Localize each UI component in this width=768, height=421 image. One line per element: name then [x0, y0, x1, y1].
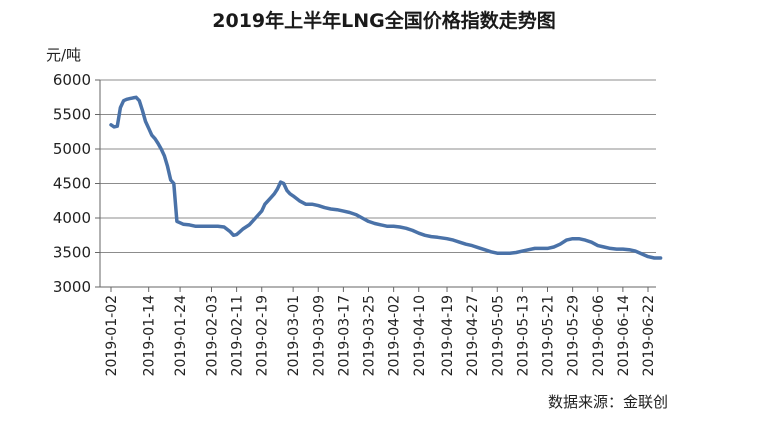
x-tick-label: 2019-04-27 — [465, 295, 481, 376]
x-tick-label: 2019-03-17 — [336, 295, 352, 376]
x-tick-label: 2019-03-25 — [362, 295, 378, 376]
x-tick-label: 2019-02-19 — [255, 295, 271, 376]
x-tick-label: 2019-05-13 — [515, 295, 531, 376]
x-tick-label: 2019-01-14 — [142, 295, 158, 376]
x-axis-ticks: 2019-01-02 2019-01-14 2019-01-24 2019-02-03… — [104, 287, 657, 376]
y-tick-label: 5000 — [53, 140, 91, 158]
x-tick-label: 2019-02-03 — [204, 295, 220, 376]
y-axis-unit-label: 元/吨 — [46, 46, 82, 64]
y-tick-label: 3000 — [53, 278, 91, 296]
y-tick-label: 4000 — [53, 209, 91, 227]
y-tick-label: 5500 — [53, 106, 91, 124]
x-tick-label: 2019-03-09 — [311, 295, 327, 376]
x-tick-label: 2019-01-24 — [173, 295, 189, 376]
x-tick-label: 2019-05-29 — [566, 295, 582, 376]
series-line-1 — [109, 95, 663, 260]
source-note: 数据来源：金联创 — [548, 393, 669, 411]
gridlines — [100, 79, 656, 253]
x-tick-label: 2019-04-02 — [387, 295, 403, 376]
x-tick-label: 2019-04-19 — [440, 295, 456, 376]
x-tick-label: 2019-05-21 — [541, 295, 557, 376]
y-tick-label: 6000 — [53, 71, 91, 89]
y-axis-ticks: 3000 3500 4000 4500 5000 5500 6000 — [53, 71, 100, 296]
series-group — [109, 95, 663, 260]
chart-title: 2019年上半年LNG全国价格指数走势图 — [212, 10, 556, 32]
x-tick-label: 2019-05-05 — [490, 295, 506, 376]
x-tick-label: 2019-06-14 — [616, 295, 632, 376]
y-tick-label: 3500 — [53, 244, 91, 262]
x-tick-label: 2019-02-11 — [230, 295, 246, 376]
x-tick-label: 2019-06-22 — [641, 295, 657, 376]
x-tick-label: 2019-03-01 — [286, 295, 302, 376]
x-tick-label: 2019-06-06 — [591, 295, 607, 376]
x-tick-label: 2019-04-10 — [412, 295, 428, 376]
y-tick-label: 4500 — [53, 175, 91, 193]
x-tick-label: 2019-01-02 — [104, 295, 120, 376]
